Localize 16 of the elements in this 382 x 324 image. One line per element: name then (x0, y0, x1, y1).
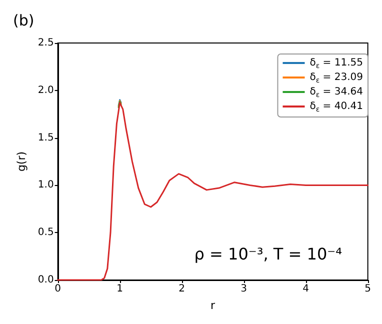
chart-title: (b) (13, 12, 34, 30)
annotation: ρ = 10⁻³, T = 10⁻⁴ (194, 244, 342, 264)
y-tick-label: 2.0 (38, 84, 54, 96)
y-tick-label: 1.0 (38, 180, 54, 191)
x-tick-label: 5 (364, 284, 372, 294)
y-tick-label: 0.0 (38, 274, 54, 286)
x-tick-label: 2 (178, 284, 185, 294)
x-axis-title: r (210, 299, 216, 312)
y-tick-label: 0.5 (38, 227, 54, 238)
x-tick-label: 0 (54, 284, 61, 294)
y-tick-label: 1.5 (38, 132, 54, 144)
y-axis-title: g(r) (15, 151, 28, 172)
y-tick-label: 2.5 (38, 38, 54, 48)
x-tick-label: 4 (302, 284, 310, 294)
x-tick-label: 3 (240, 284, 247, 294)
x-tick-label: 1 (116, 284, 123, 294)
